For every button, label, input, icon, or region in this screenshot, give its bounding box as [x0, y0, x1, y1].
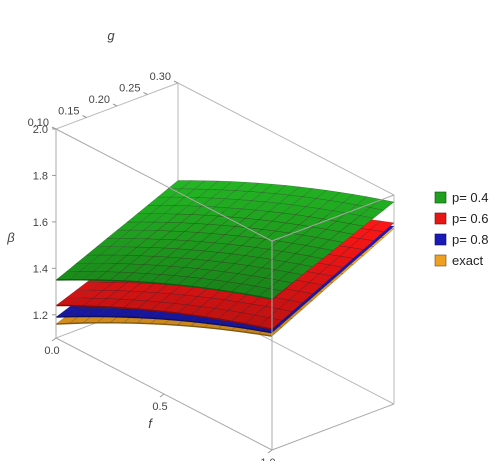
legend-label-p08: p= 0.8	[452, 232, 489, 247]
legend-swatch-exact	[434, 254, 447, 267]
legend-item-p06: p= 0.6	[434, 211, 489, 226]
f-tick-mark	[267, 449, 273, 454]
f-tick-label: 1.0	[260, 457, 275, 461]
legend: p= 0.4 p= 0.6 p= 0.8 exact	[434, 190, 489, 268]
legend-label-exact: exact	[452, 253, 483, 268]
surface-patch	[369, 199, 395, 211]
legend-swatch-p08	[434, 233, 447, 246]
f-tick-label: 0.5	[152, 401, 167, 413]
beta-tick-label: 1.6	[33, 217, 48, 229]
legend-swatch-p06	[434, 212, 447, 225]
g-tick-mark	[143, 92, 148, 95]
g-axis-label: g	[107, 28, 115, 43]
g-tick-mark	[112, 103, 118, 107]
f-tick-mark	[51, 337, 57, 342]
legend-swatch-p04	[434, 191, 447, 204]
surface-patch	[369, 220, 395, 232]
g-tick-label: 0.10	[28, 117, 49, 129]
box-front-edge	[271, 403, 395, 451]
legend-label-p06: p= 0.6	[452, 211, 489, 226]
surface-front-rim	[55, 279, 273, 300]
legend-label-p04: p= 0.4	[452, 190, 489, 205]
surface-front-rim	[55, 315, 273, 334]
beta-axis-label: β	[6, 230, 15, 245]
surface-front-rim	[55, 321, 273, 337]
surface-front-rim	[55, 304, 273, 330]
g-tick-label: 0.15	[58, 106, 79, 118]
g-tick-mark	[173, 80, 179, 84]
g-tick-label: 0.30	[150, 71, 171, 83]
legend-item-p08: p= 0.8	[434, 232, 489, 247]
legend-item-p04: p= 0.4	[434, 190, 489, 205]
box-back-edge	[177, 82, 395, 196]
f-tick-mark	[159, 393, 165, 398]
beta-tick-label: 1.4	[33, 263, 48, 275]
box-front-edge	[55, 128, 273, 242]
g-tick-mark	[82, 115, 87, 118]
surfaces	[55, 180, 395, 337]
beta-tick-label: 1.8	[33, 170, 48, 182]
legend-item-exact: exact	[434, 253, 483, 268]
beta-tick-label: 2.0	[33, 124, 48, 136]
f-tick-label: 0.0	[44, 345, 59, 357]
f-axis-label: f	[148, 416, 153, 431]
beta-tick-label: 1.2	[33, 310, 48, 322]
box-front-edge	[271, 194, 395, 242]
surface-p-0-4	[55, 180, 395, 300]
g-tick-label: 0.25	[119, 83, 140, 95]
g-tick-label: 0.20	[89, 94, 110, 106]
